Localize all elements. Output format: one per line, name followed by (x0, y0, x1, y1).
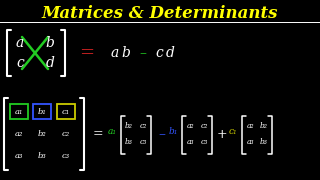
Text: –: – (140, 46, 147, 60)
Text: a₃: a₃ (246, 138, 254, 146)
Text: a₃: a₃ (15, 152, 23, 160)
Text: c₂: c₂ (62, 130, 70, 138)
Text: b₂: b₂ (38, 130, 46, 138)
Text: b₁: b₁ (38, 108, 46, 116)
Text: a₂: a₂ (246, 122, 254, 130)
Text: a₁: a₁ (108, 127, 116, 136)
Text: c₃: c₃ (200, 138, 208, 146)
Text: c₂: c₂ (140, 122, 147, 130)
Text: +: + (217, 127, 227, 141)
Text: c₁: c₁ (62, 108, 70, 116)
Text: b₂: b₂ (125, 122, 133, 130)
Text: b: b (122, 46, 131, 60)
Text: c: c (155, 46, 163, 60)
Text: c₂: c₂ (200, 122, 208, 130)
Text: b: b (45, 36, 54, 50)
Text: a: a (16, 36, 24, 50)
Text: b₃: b₃ (260, 138, 268, 146)
Text: –: – (158, 127, 165, 141)
Text: c₃: c₃ (62, 152, 70, 160)
Text: a₃: a₃ (186, 138, 194, 146)
Text: a₁: a₁ (15, 108, 23, 116)
Bar (57, 104, 75, 119)
Text: Matrices & Determinants: Matrices & Determinants (42, 4, 278, 21)
Bar (33, 104, 51, 119)
Text: a₂: a₂ (186, 122, 194, 130)
Text: =: = (93, 127, 103, 141)
Text: b₁: b₁ (168, 127, 178, 136)
Text: a: a (111, 46, 119, 60)
Text: =: = (79, 44, 95, 62)
Text: c₁: c₁ (229, 127, 237, 136)
Text: d: d (165, 46, 174, 60)
Text: b₃: b₃ (38, 152, 46, 160)
Text: b₃: b₃ (125, 138, 133, 146)
Text: c: c (16, 56, 24, 70)
Text: c₃: c₃ (140, 138, 147, 146)
Text: b₂: b₂ (260, 122, 268, 130)
Text: d: d (45, 56, 54, 70)
Bar (10, 104, 28, 119)
Text: a₂: a₂ (15, 130, 23, 138)
